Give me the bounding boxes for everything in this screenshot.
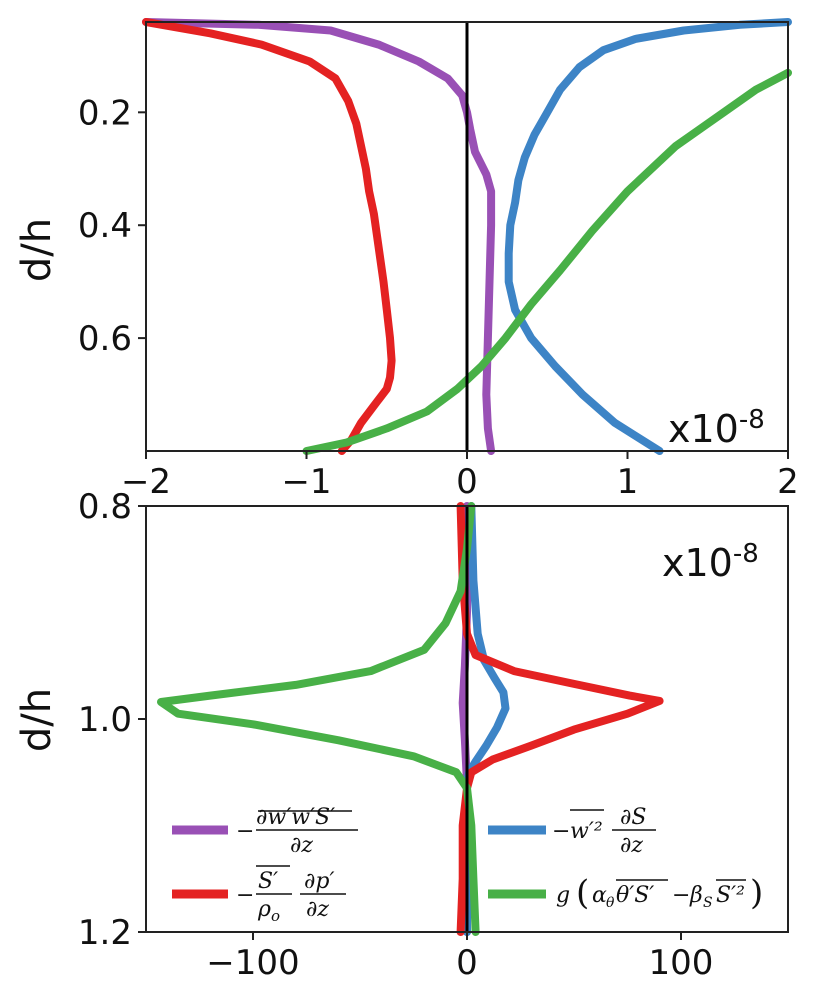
legend-label-gradient: − w′² ∂S ∂z xyxy=(552,805,656,858)
top-series-group xyxy=(142,18,792,455)
svg-text:α: α xyxy=(592,883,607,908)
top-x-tick-label: 0 xyxy=(456,462,478,502)
svg-text:w′²: w′² xyxy=(570,819,603,844)
top-series-gradient xyxy=(504,18,792,455)
svg-text:o: o xyxy=(271,907,280,925)
svg-text:∂z: ∂z xyxy=(620,833,643,858)
svg-text:β: β xyxy=(689,883,703,908)
bottom-series-group xyxy=(157,502,664,936)
bot-y-tick-label: 1.2 xyxy=(78,913,132,953)
svg-text:−: − xyxy=(552,819,570,844)
svg-text:): ) xyxy=(750,873,763,913)
bottom-x-ticks: −100 0 100 xyxy=(206,932,713,982)
top-series-buoyancy xyxy=(302,68,792,455)
legend-label-transport: − ∂w′w′S′ ∂z xyxy=(236,805,358,858)
bot-y-tick-label: 1.0 xyxy=(78,700,132,740)
top-y-tick-label: 0.4 xyxy=(78,206,132,246)
top-scale-base: x10 xyxy=(668,407,739,451)
top-y-ticks: 0.2 0.4 0.6 xyxy=(78,93,146,359)
bottom-scale-base: x10 xyxy=(662,541,733,585)
bot-x-tick-label: −100 xyxy=(206,943,299,982)
bottom-y-axis-label: d/h xyxy=(14,688,60,752)
top-x-tick-label: −1 xyxy=(281,462,331,502)
bottom-y-ticks: 0.8 1.0 1.2 xyxy=(78,487,146,953)
bot-x-tick-label: 100 xyxy=(649,943,714,982)
svg-text:θ: θ xyxy=(606,895,615,911)
svg-text:θ′S′: θ′S′ xyxy=(616,883,654,908)
top-series-transport xyxy=(142,18,496,455)
svg-text:S′²: S′² xyxy=(716,883,745,908)
top-x-tick-label: −2 xyxy=(121,462,171,502)
svg-text:S: S xyxy=(703,895,713,911)
bot-x-tick-label: 0 xyxy=(456,943,478,982)
top-y-tick-label: 0.6 xyxy=(78,319,132,359)
svg-text:g: g xyxy=(556,883,570,908)
svg-text:−: − xyxy=(236,883,254,908)
svg-text:∂S: ∂S xyxy=(620,805,646,830)
svg-text:−: − xyxy=(672,883,690,908)
top-x-tick-label: 2 xyxy=(777,462,799,502)
top-y-tick-label: 0.2 xyxy=(78,93,132,133)
bot-y-tick-label: 0.8 xyxy=(78,487,132,527)
svg-text:−: − xyxy=(236,819,254,844)
bottom-panel: −100 0 100 0.8 1.0 1.2 d/h x10-8 xyxy=(14,487,789,982)
svg-text:S′: S′ xyxy=(258,869,278,894)
svg-text:∂z: ∂z xyxy=(290,833,313,858)
svg-text:∂p′: ∂p′ xyxy=(304,869,334,894)
bot-series-pressure xyxy=(456,502,664,936)
svg-text:ρ: ρ xyxy=(257,897,271,922)
top-scale-exponent: -8 xyxy=(739,405,765,435)
svg-text:∂z: ∂z xyxy=(306,897,329,922)
top-x-ticks: −2 −1 0 1 2 xyxy=(121,451,799,502)
svg-text:∂w′w′S′: ∂w′w′S′ xyxy=(256,805,335,830)
top-y-axis-label: d/h xyxy=(14,218,60,282)
bottom-scale-exponent: -8 xyxy=(733,539,759,569)
top-panel: −2 −1 0 1 2 0.2 0.4 0.6 d/h x10-8 xyxy=(14,18,799,502)
top-series-pressure xyxy=(142,18,396,455)
svg-text:(: ( xyxy=(576,873,589,913)
top-x-tick-label: 1 xyxy=(617,462,639,502)
bottom-scale-factor: x10-8 xyxy=(662,539,759,585)
top-scale-factor: x10-8 xyxy=(668,405,765,451)
